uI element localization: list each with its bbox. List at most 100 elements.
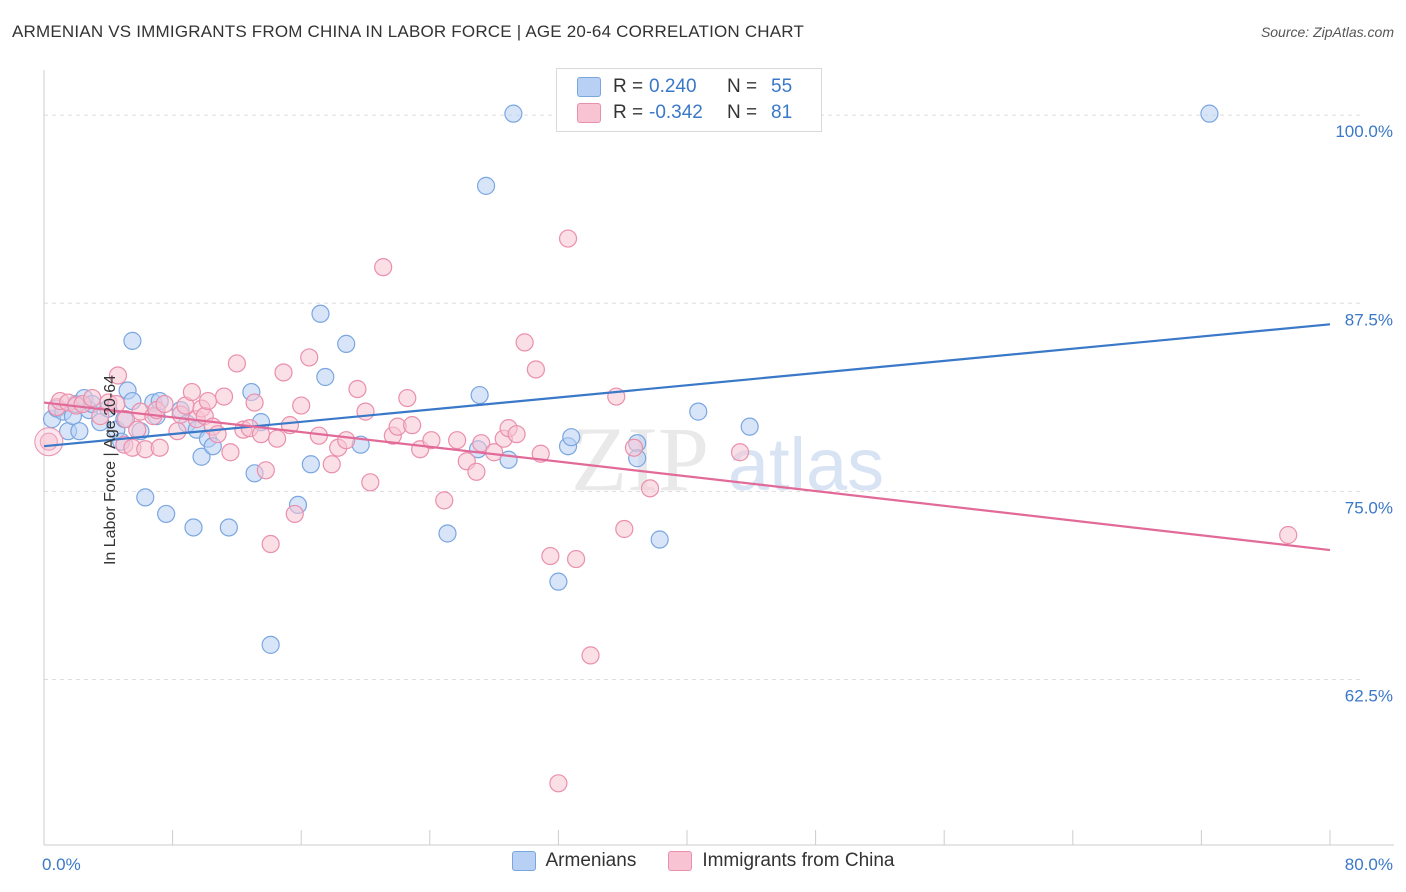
point-china <box>435 491 454 510</box>
legend-swatch-china <box>577 103 601 123</box>
legend-n-label: N = <box>727 102 758 123</box>
point-china <box>422 431 441 450</box>
point-china <box>348 379 367 399</box>
correlation-legend: R = 0.240 N = 55 R = -0.342 N = 81 <box>556 68 822 132</box>
point-armenians <box>438 524 457 543</box>
point-china <box>566 549 586 569</box>
point-china <box>91 407 110 426</box>
point-china <box>526 360 545 379</box>
point-armenians <box>192 447 211 466</box>
point-china <box>507 425 526 444</box>
chart-title: ARMENIAN VS IMMIGRANTS FROM CHINA IN LAB… <box>12 22 805 41</box>
point-armenians <box>311 304 330 323</box>
point-china <box>356 402 375 421</box>
point-china <box>128 420 147 439</box>
point-china <box>168 422 187 441</box>
point-china <box>448 431 467 450</box>
legend-swatch-armenians <box>577 77 601 97</box>
point-china <box>221 443 240 462</box>
legend-n-value: 55 <box>771 76 793 97</box>
point-china <box>285 504 304 524</box>
point-china <box>558 229 578 248</box>
series-legend: Armenians Immigrants from China <box>0 850 1406 872</box>
point-china <box>83 388 102 408</box>
point-china <box>256 461 275 480</box>
point-china <box>1279 525 1298 545</box>
y-tick-label: 62.5% <box>1345 686 1393 705</box>
x-tick-label: 80.0% <box>1345 855 1393 874</box>
point-china <box>214 387 234 406</box>
point-china <box>615 519 634 539</box>
point-china <box>155 394 174 414</box>
point-armenians <box>136 488 155 507</box>
legend-r-value: -0.342 <box>649 102 703 123</box>
watermark: ZIP atlas <box>571 408 884 510</box>
point-china <box>398 388 417 408</box>
legend-swatch-china <box>668 851 693 871</box>
point-china <box>300 348 319 367</box>
point-china <box>245 393 264 412</box>
point-armenians <box>184 518 203 537</box>
y-axis-label: In Labor Force | Age 20-64 <box>102 374 120 566</box>
point-armenians <box>689 402 708 421</box>
point-china <box>198 391 218 411</box>
point-armenians <box>470 385 489 405</box>
legend-r-label: R = <box>613 102 644 123</box>
axes <box>43 70 1394 846</box>
legend-r-value: 0.240 <box>649 76 697 97</box>
point-china <box>361 473 380 492</box>
point-china <box>227 354 246 373</box>
point-armenians <box>562 428 581 447</box>
point-china <box>549 774 568 793</box>
legend-r-label: R = <box>613 76 644 97</box>
grid-lines <box>44 114 1364 680</box>
point-china <box>150 438 169 457</box>
point-armenians <box>650 530 669 549</box>
point-china <box>261 534 280 554</box>
watermark-atlas: atlas <box>728 423 884 506</box>
point-armenians <box>70 422 89 441</box>
legend-label-china: Immigrants from China <box>702 850 895 871</box>
point-china <box>403 416 422 435</box>
trend-line-armenians <box>43 323 1331 448</box>
legend-row-armenians: R = 0.240 N = 55 <box>577 75 792 99</box>
point-china <box>107 394 126 414</box>
trend-lines <box>43 323 1331 552</box>
point-china <box>624 438 644 457</box>
y-tick-label: 87.5% <box>1345 310 1393 329</box>
point-china <box>374 258 393 277</box>
y-tick-label: 100.0% <box>1335 122 1393 141</box>
legend-item-china[interactable]: Immigrants from China <box>668 850 895 872</box>
point-armenians <box>261 635 280 654</box>
point-armenians <box>123 331 142 350</box>
legend-item-armenians[interactable]: Armenians <box>511 850 637 872</box>
point-china <box>108 366 128 385</box>
point-armenians <box>219 518 238 537</box>
point-armenians <box>549 572 568 591</box>
point-china <box>337 431 356 450</box>
y-tick-label: 75.0% <box>1345 498 1393 517</box>
tick-labels: 100.0% 87.5% 75.0% 62.5% 0.0% 80.0% <box>42 122 1393 874</box>
point-china <box>274 363 293 382</box>
legend-n-value: 81 <box>771 102 793 123</box>
point-china <box>541 546 560 566</box>
point-armenians <box>504 104 523 123</box>
point-armenians <box>740 417 759 436</box>
legend-swatch-armenians <box>511 851 536 871</box>
point-china <box>730 443 750 462</box>
point-armenians <box>476 176 496 195</box>
point-china <box>267 429 287 448</box>
legend-label-armenians: Armenians <box>545 850 637 871</box>
point-china <box>581 646 600 665</box>
point-china <box>640 479 660 498</box>
point-armenians <box>301 455 320 474</box>
point-armenians <box>1200 104 1219 123</box>
point-china <box>467 462 486 481</box>
point-china <box>116 410 136 429</box>
point-armenians <box>337 334 356 353</box>
point-china <box>322 455 341 474</box>
point-china <box>182 382 201 402</box>
legend-row-china: R = -0.342 N = 81 <box>577 101 792 125</box>
legend-n-label: N = <box>727 76 758 97</box>
